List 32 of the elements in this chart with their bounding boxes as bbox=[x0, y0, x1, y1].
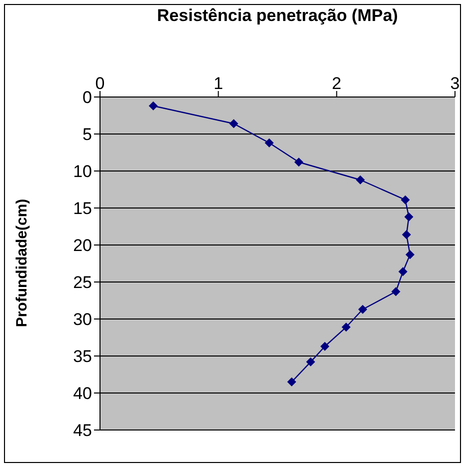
x-axis-title: Resistência penetração (MPa) bbox=[156, 6, 399, 26]
y-tick-label: 25 bbox=[73, 273, 92, 292]
y-tick-label: 40 bbox=[73, 384, 92, 404]
point bbox=[294, 158, 304, 167]
point bbox=[402, 230, 411, 240]
point bbox=[404, 212, 414, 222]
point bbox=[356, 175, 365, 184]
point bbox=[148, 101, 158, 110]
y-tick-label: 45 bbox=[73, 421, 92, 440]
x-tick-label: 3 bbox=[450, 74, 460, 93]
point bbox=[406, 250, 415, 260]
point bbox=[229, 119, 238, 128]
x-tick-label: 0 bbox=[95, 74, 105, 93]
point bbox=[400, 195, 410, 204]
y-tick-label: 15 bbox=[73, 199, 92, 218]
y-tick-label: 10 bbox=[73, 162, 92, 182]
x-tick-label: 1 bbox=[214, 74, 224, 93]
y-tick-label: 20 bbox=[73, 236, 92, 256]
point bbox=[391, 287, 400, 296]
x-tick-label: 2 bbox=[332, 74, 342, 93]
y-tick-label: 35 bbox=[73, 347, 92, 366]
point bbox=[320, 342, 330, 351]
point bbox=[342, 322, 351, 332]
y-tick-label: 30 bbox=[73, 310, 92, 330]
y-axis-title: Profundidade(cm) bbox=[14, 198, 30, 328]
y-tick-label: 5 bbox=[82, 125, 92, 144]
y-tick-label: 0 bbox=[82, 88, 92, 108]
point bbox=[306, 357, 316, 366]
point bbox=[358, 304, 368, 314]
point bbox=[264, 138, 274, 148]
point bbox=[287, 377, 296, 386]
point bbox=[398, 267, 408, 276]
